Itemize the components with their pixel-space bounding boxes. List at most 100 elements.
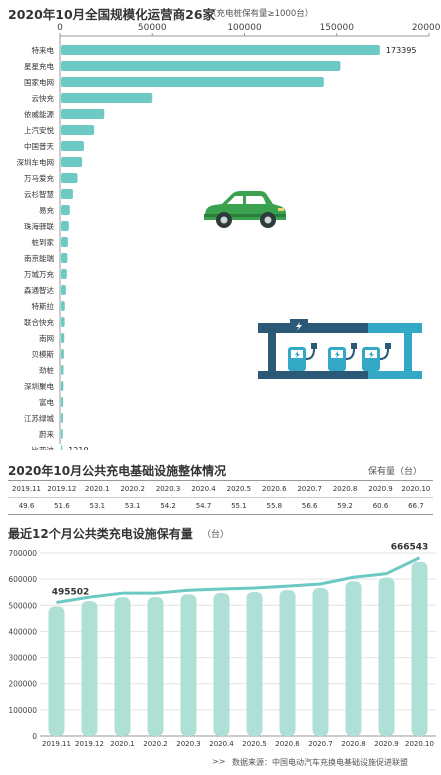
category-label: 易充 [39,205,54,215]
category-label: 云杉智慧 [24,189,54,199]
category-label: 贝模斯 [32,349,55,359]
category-label: 蔚来 [39,429,54,439]
operators-bar-chart: 0 50000 100000 150000 200000 特来电 173395 星星充电国家电… [17,23,441,450]
table-cell-value: 66.7 [408,502,424,510]
category-label: 珠海驿联 [24,221,54,231]
x-tick-label: 2019.12 [75,740,104,748]
bar [378,577,395,736]
bar [312,588,329,736]
bar [61,61,341,71]
x-tick-label: 2019.11 [42,740,71,748]
table-column-header: 2020.7 [297,485,322,493]
bar [61,77,324,87]
category-label: 云快充 [32,93,55,103]
trend-line [56,556,421,604]
bar [61,285,66,295]
table-column-header: 2020.2 [120,485,145,493]
bar [411,561,428,736]
table-column-header: 2020.9 [368,485,393,493]
y-tick-label: 700000 [8,549,37,558]
bar [61,173,78,183]
category-label: 南网 [39,333,54,343]
table-cell-value: 55.1 [231,502,247,510]
category-label: 星星充电 [24,61,54,71]
data-label: 666543 [391,543,429,553]
bar [180,594,197,736]
bar-data-label: 173395 [386,46,417,55]
y-tick-label: 0 [32,732,37,741]
chart3-unit: （台） [202,530,230,540]
x-tick-label: 2020.3 [176,740,201,748]
x-tick-label: 50000 [138,23,167,33]
y-tick-label: 600000 [8,575,37,584]
category-label: 国家电网 [24,77,54,87]
category-label: 富电 [39,397,54,407]
table-cell-value: 56.6 [301,502,318,510]
car-icon [204,191,286,228]
category-label: 桩到家 [32,237,55,247]
bar [61,349,64,359]
chart3-title: 最近12个月公共类充电设施保有量 [8,527,193,541]
table-cell-value: 54.2 [160,502,176,510]
y-tick-label: 300000 [8,654,37,663]
category-label: 比亚迪 [32,445,55,450]
table-cell-value: 59.2 [337,502,353,510]
source-prefix: >> [212,757,226,766]
bar [61,445,63,450]
table-column-header: 2019.12 [47,485,77,493]
bar [61,237,68,247]
x-tick-label: 150000 [320,23,355,33]
table-column-header: 2020.4 [191,485,216,493]
category-label: 特斯拉 [32,301,55,311]
y-tick-label: 100000 [8,706,37,715]
bar [61,333,65,343]
bar-data-label: 1210 [68,446,88,450]
y-tick-label: 400000 [8,627,37,636]
x-tick-label: 2020.6 [275,740,300,748]
table-column-header: 2020.10 [401,485,431,493]
bar [114,597,131,736]
table-column-header: 2020.6 [262,485,287,493]
category-label: 江苏绿城 [24,413,54,423]
table-cell-value: 54.7 [195,502,212,510]
category-label: 南京能瑞 [24,253,54,263]
table-top-rule [8,480,433,481]
bar [61,221,69,231]
bar [61,429,63,439]
bar [279,590,296,736]
table-cell-value: 53.1 [89,502,106,510]
x-tick-label: 2020.4 [209,740,234,748]
x-tick-label: 2020.10 [405,740,434,748]
category-label: 依威能源 [24,109,54,119]
bar [61,413,63,423]
monthly-bar-chart: 0 100000 200000 300000 400000 500000 600000 700… [8,543,436,748]
table-cell-value: 60.6 [372,502,389,510]
x-tick-label: 2020.8 [341,740,366,748]
table-column-header: 2019.11 [12,485,41,493]
category-label: 劲桩 [39,365,54,375]
table-column-header: 2020.8 [332,485,358,493]
category-label: 万城万充 [24,269,54,279]
source-note: 数据来源：中国电动汽车充换电基础设施促进联盟 [232,758,408,767]
category-label: 深圳车电网 [17,157,55,167]
table-title: 2020年10月公共充电基础设施整体情况 [8,464,227,478]
table-cell-value: 51.6 [54,502,70,510]
category-label: 联合快充 [24,317,54,327]
x-tick-label: 2020.7 [308,740,333,748]
category-label: 中国普天 [24,141,54,151]
x-tick-label: 200000 [412,23,441,33]
bar [61,189,73,199]
bar [61,253,68,263]
bar [61,301,65,311]
bar [61,205,70,215]
table-unit: 保有量（台） [368,467,423,477]
bar [213,592,230,736]
chart1-title: 2020年10月全国规模化运营商26家 [8,7,216,22]
data-label: 495502 [52,587,90,597]
table-column-header: 2020.3 [155,485,181,493]
bar [246,591,263,736]
bar [61,381,64,391]
category-label: 深圳聚电 [24,381,54,391]
category-label: 森通智达 [24,285,54,295]
bar [61,93,153,103]
